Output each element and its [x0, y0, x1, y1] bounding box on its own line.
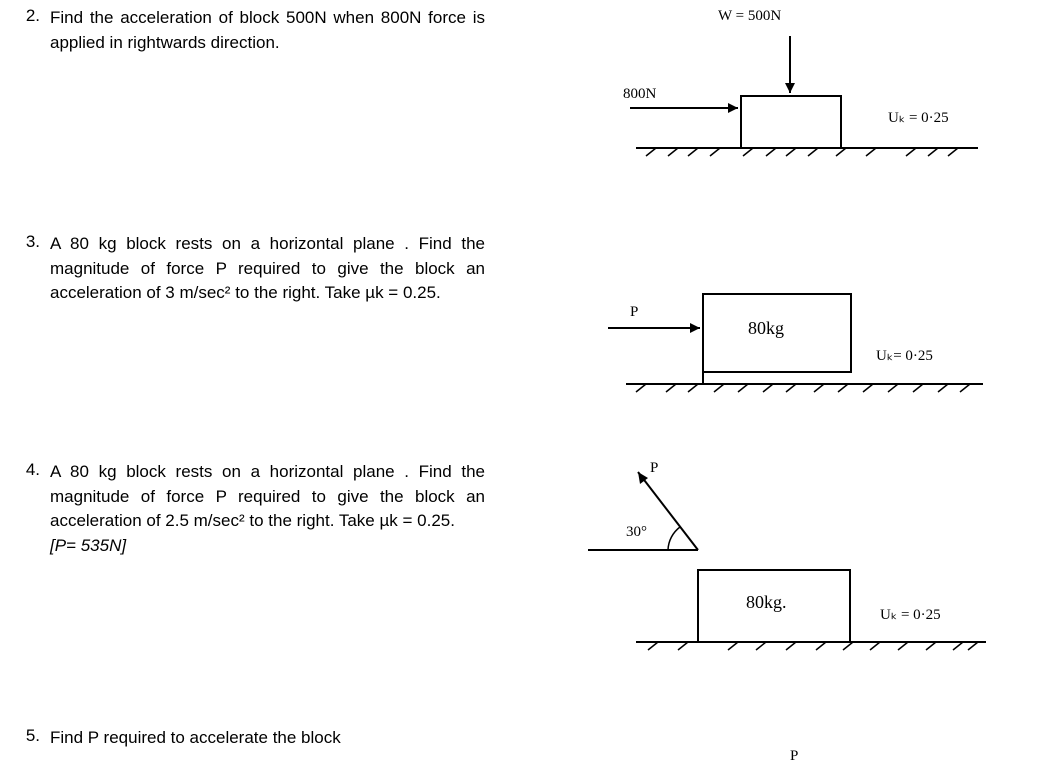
- problem-5: 5. Find P required to accelerate the blo…: [0, 726, 485, 751]
- mu-label: Uₖ = 0·25: [888, 108, 949, 127]
- weight-label: W = 500N: [718, 8, 781, 25]
- problem-number: 5.: [0, 726, 50, 746]
- force-label: 800N: [623, 86, 656, 103]
- problem-text-content: A 80 kg block rests on a horizontal plan…: [50, 462, 485, 530]
- angle-label: 30°: [626, 524, 647, 541]
- mu-label: Uₖ= 0·25: [876, 346, 933, 365]
- diagram-problem-4: P 30° 80kg. Uₖ = 0·25: [588, 450, 1008, 665]
- diagram-problem-2: W = 500N 800N Uₖ = 0·25: [588, 8, 1008, 178]
- problem-text: A 80 kg block rests on a horizontal plan…: [50, 460, 485, 559]
- mass-label: 80kg.: [746, 592, 787, 613]
- mass-label: 80kg: [748, 318, 784, 339]
- problem-number: 3.: [0, 232, 50, 252]
- partial-p-label: P: [790, 748, 798, 765]
- p-label: P: [650, 460, 658, 477]
- problem-number: 4.: [0, 460, 50, 480]
- problem-number: 2.: [0, 6, 50, 26]
- diagram-problem-3: P 80kg Uₖ= 0·25: [588, 254, 1008, 414]
- problem-2: 2. Find the acceleration of block 500N w…: [0, 6, 485, 55]
- problem-answer: [P= 535N]: [50, 536, 126, 555]
- problem-text: Find the acceleration of block 500N when…: [50, 6, 485, 55]
- mu-label: Uₖ = 0·25: [880, 605, 941, 624]
- diagram-svg: [588, 450, 1008, 665]
- diagram-svg: [588, 254, 1008, 414]
- problem-text: A 80 kg block rests on a horizontal plan…: [50, 232, 485, 306]
- problem-3: 3. A 80 kg block rests on a horizontal p…: [0, 232, 485, 306]
- problem-text: Find P required to accelerate the block: [50, 726, 485, 751]
- p-label: P: [630, 304, 638, 321]
- problem-4: 4. A 80 kg block rests on a horizontal p…: [0, 460, 485, 559]
